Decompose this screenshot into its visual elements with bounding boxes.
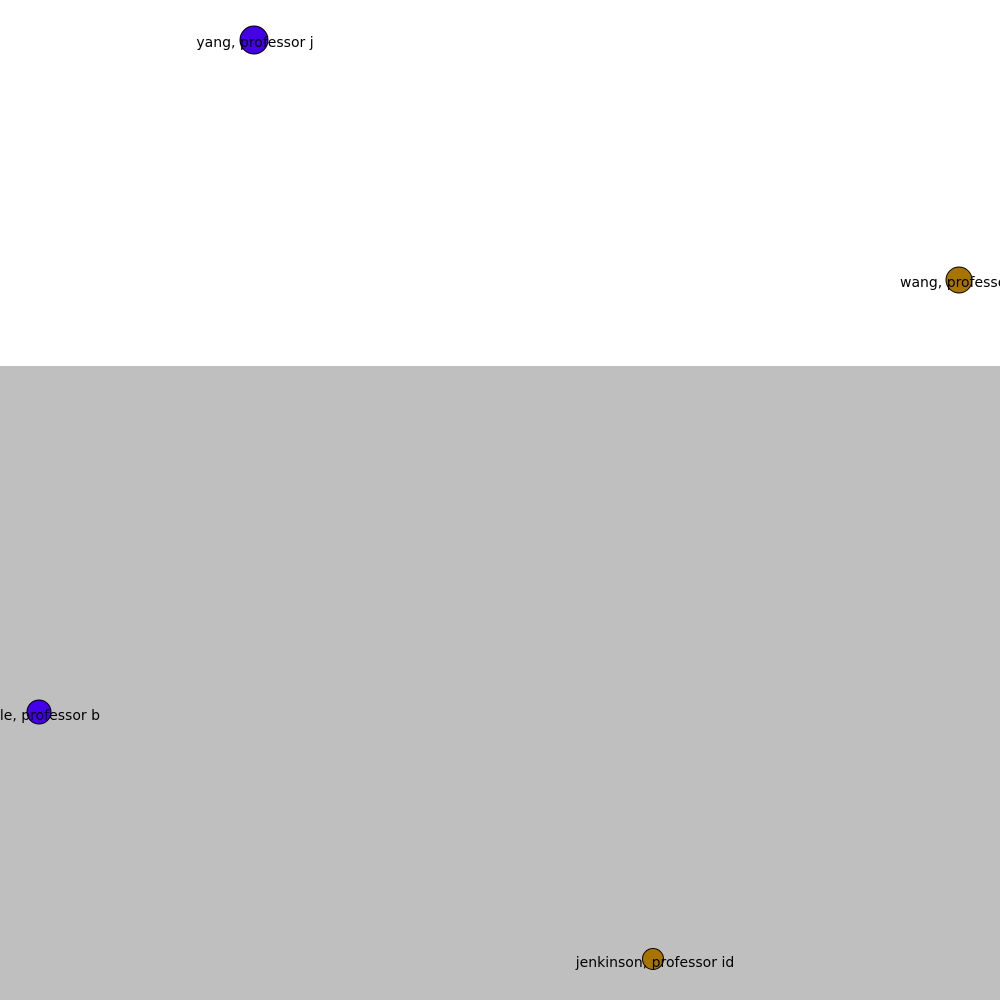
node-yang[interactable]: yang, professor j bbox=[196, 25, 314, 55]
node-le-label: le, professor b bbox=[0, 708, 100, 724]
node-yang-label: yang, professor j bbox=[196, 35, 313, 51]
lower-region-background bbox=[0, 366, 1000, 1000]
node-jenkinson-label: jenkinson, professor id bbox=[575, 955, 734, 971]
upper-region-background bbox=[0, 0, 1000, 366]
node-wang-circle[interactable] bbox=[945, 266, 973, 294]
node-jenkinson[interactable]: jenkinson, professor id bbox=[575, 948, 734, 972]
node-wang-label: wang, professo bbox=[900, 275, 1000, 291]
node-wang[interactable]: wang, professo bbox=[900, 266, 1000, 294]
node-jenkinson-circle[interactable] bbox=[642, 948, 664, 970]
node-le[interactable]: le, professor b bbox=[0, 699, 100, 725]
node-le-circle[interactable] bbox=[26, 699, 52, 725]
node-yang-circle[interactable] bbox=[239, 25, 269, 55]
